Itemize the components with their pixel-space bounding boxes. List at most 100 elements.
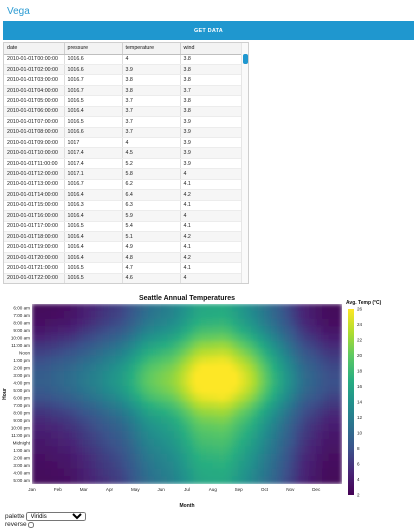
grid-scroll-thumb[interactable] — [243, 54, 248, 64]
table-row[interactable]: 2010-01-01T16:00:00 1016.4 5.9 4 — [4, 210, 243, 222]
heatmap-cell — [76, 318, 84, 327]
heatmap-cell — [70, 341, 78, 350]
table-cell-pressure: 1017 — [64, 137, 123, 149]
table-row[interactable]: 2010-01-01T14:00:00 1016.4 6.4 4.2 — [4, 189, 243, 201]
heatmap-cell — [160, 304, 168, 312]
heatmap-cell — [128, 408, 136, 417]
heatmap-cell — [251, 363, 259, 372]
table-row[interactable]: 2010-01-01T18:00:00 1016.4 5.1 4.2 — [4, 231, 243, 243]
table-row[interactable]: 2010-01-01T07:00:00 1016.5 3.7 3.9 — [4, 116, 243, 128]
heatmap-cell — [225, 476, 233, 484]
heatmap-cell — [251, 341, 259, 350]
table-row[interactable]: 2010-01-01T06:00:00 1016.4 3.7 3.8 — [4, 106, 243, 118]
y-tick-label: 7:00 am — [13, 313, 30, 318]
heatmap-cell — [76, 341, 84, 350]
heatmap-cell — [122, 326, 130, 335]
heatmap-cell — [251, 318, 259, 327]
table-row[interactable]: 2010-01-01T10:00:00 1017.4 4.5 3.9 — [4, 147, 243, 159]
heatmap-cell — [322, 341, 330, 350]
heatmap-cell — [89, 378, 97, 387]
heatmap-cell — [180, 363, 188, 372]
heatmap-cell — [206, 468, 214, 477]
heatmap-cell — [315, 386, 323, 395]
heatmap-cell — [173, 423, 181, 432]
heatmap-cell — [180, 461, 188, 470]
heatmap-cell — [32, 476, 39, 484]
table-row[interactable]: 2010-01-01T19:00:00 1016.4 4.9 4.1 — [4, 241, 243, 253]
table-cell-pressure: 1017.1 — [64, 168, 123, 180]
data-grid[interactable]: date pressure temperature wind 2010-01-01T0… — [3, 42, 249, 284]
table-cell-wind: 4.1 — [180, 262, 243, 274]
heatmap-cell — [173, 348, 181, 357]
heatmap-cell — [122, 348, 130, 357]
heatmap-cell — [167, 468, 175, 477]
x-tick-label: Jun — [157, 487, 165, 492]
table-row[interactable]: 2010-01-01T21:00:00 1016.5 4.7 4.1 — [4, 262, 243, 274]
heatmap-cell — [193, 318, 201, 327]
table-row[interactable]: 2010-01-01T22:00:00 1016.5 4.6 4 — [4, 273, 243, 283]
table-row[interactable]: 2010-01-01T13:00:00 1016.7 6.2 4.1 — [4, 179, 243, 191]
heatmap-cell — [257, 348, 265, 357]
table-row[interactable]: 2010-01-01T09:00:00 1017 4 3.9 — [4, 137, 243, 149]
table-cell-temperature: 4.8 — [122, 252, 181, 264]
column-header-pressure[interactable]: pressure — [64, 43, 123, 55]
heatmap-cell — [193, 311, 201, 320]
y-tick-label: 5:00 am — [13, 478, 30, 483]
heatmap-cell — [135, 371, 143, 380]
heatmap-cell — [270, 356, 278, 365]
heatmap-cell — [70, 453, 78, 462]
x-tick-label: Dec — [312, 487, 321, 492]
table-row[interactable]: 2010-01-01T02:00:00 1016.6 3.9 3.8 — [4, 64, 243, 76]
heatmap-cell — [315, 318, 323, 327]
heatmap-cell — [244, 318, 252, 327]
heatmap-cell — [102, 408, 110, 417]
table-row[interactable]: 2010-01-01T20:00:00 1016.4 4.8 4.2 — [4, 252, 243, 264]
heatmap-cell — [154, 476, 162, 484]
heatmap-cell — [212, 431, 220, 440]
heatmap-cell — [302, 318, 311, 327]
heatmap-cell — [270, 476, 278, 484]
heatmap-cell — [122, 476, 130, 484]
reverse-checkbox[interactable] — [27, 521, 34, 528]
table-row[interactable]: 2010-01-01T03:00:00 1016.7 3.8 3.8 — [4, 74, 243, 86]
table-row[interactable]: 2010-01-01T12:00:00 1017.1 5.8 4 — [4, 168, 243, 180]
heatmap-cell — [38, 318, 46, 327]
table-row[interactable]: 2010-01-01T00:00:00 1016.6 4 3.8 — [4, 54, 243, 65]
heatmap-cell — [115, 393, 123, 402]
column-header-date[interactable]: date — [4, 43, 65, 55]
palette-select[interactable]: Viridis — [25, 512, 86, 521]
table-row[interactable]: 2010-01-01T11:00:00 1017.4 5.2 3.9 — [4, 158, 243, 170]
heatmap-cell — [283, 356, 291, 365]
heatmap-cell — [147, 416, 156, 425]
heatmap-cell — [218, 416, 227, 425]
get-data-button[interactable]: GET DATA — [3, 21, 414, 40]
table-row[interactable]: 2010-01-01T08:00:00 1016.6 3.7 3.9 — [4, 127, 243, 139]
heatmap-cell — [218, 438, 227, 447]
heatmap-cell — [296, 401, 304, 410]
heatmap-cell — [315, 378, 323, 387]
table-row[interactable]: 2010-01-01T04:00:00 1016.7 3.8 3.7 — [4, 85, 243, 97]
heatmap-cell — [51, 318, 59, 327]
column-header-temperature[interactable]: temperature — [122, 43, 181, 55]
table-row[interactable]: 2010-01-01T17:00:00 1016.5 5.4 4.1 — [4, 221, 243, 232]
table-cell-pressure: 1016.5 — [64, 262, 123, 274]
heatmap-cell — [160, 431, 168, 440]
heatmap-cell — [186, 348, 194, 357]
heatmap-cell — [102, 333, 110, 342]
heatmap-cell — [193, 304, 201, 312]
table-row[interactable]: 2010-01-01T05:00:00 1016.5 3.7 3.8 — [4, 95, 243, 107]
heatmap-cell — [154, 423, 162, 432]
heatmap-cell — [251, 333, 259, 342]
heatmap-cell — [102, 461, 110, 470]
heatmap-cell — [225, 408, 233, 417]
heatmap-cell — [212, 393, 220, 402]
heatmap-cell — [180, 453, 188, 462]
heatmap-cell — [206, 348, 214, 357]
heatmap-cell — [309, 408, 317, 417]
heatmap-cell — [57, 461, 65, 470]
heatmap-cell — [322, 423, 330, 432]
column-header-wind[interactable]: wind — [180, 43, 243, 55]
table-row[interactable]: 2010-01-01T15:00:00 1016.3 6.3 4.1 — [4, 200, 243, 212]
heatmap-cell — [122, 438, 130, 447]
grid-scrollbar[interactable] — [241, 43, 248, 283]
